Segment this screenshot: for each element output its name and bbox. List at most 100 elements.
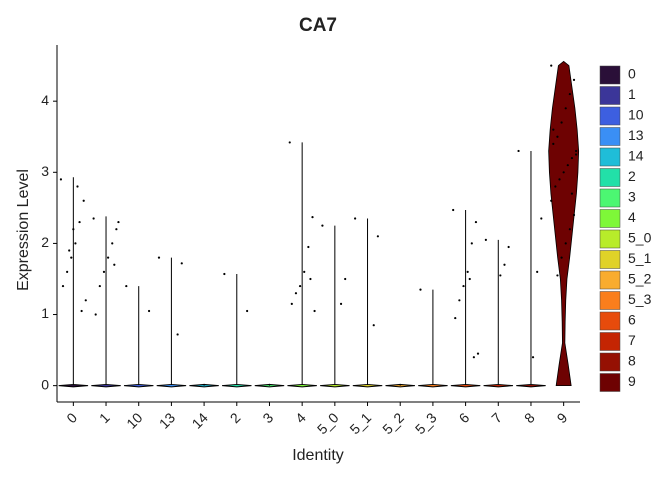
legend-key <box>599 332 621 351</box>
legend-label: 8 <box>628 353 636 369</box>
point <box>74 242 77 245</box>
point <box>372 324 375 327</box>
x-axis-label: Identity <box>292 447 344 464</box>
legend-label: 7 <box>628 332 636 348</box>
point <box>307 245 310 249</box>
point <box>72 228 75 231</box>
point <box>550 199 553 202</box>
x-tick-label: 7 <box>488 409 505 426</box>
point <box>570 156 574 160</box>
point <box>560 121 563 124</box>
point <box>176 333 179 336</box>
violin <box>189 383 219 388</box>
point <box>468 277 471 281</box>
violin <box>58 177 89 388</box>
point <box>574 149 578 153</box>
chart-title: CA7 <box>299 15 337 36</box>
violin <box>222 273 252 388</box>
point <box>339 302 343 305</box>
point <box>303 270 306 273</box>
point <box>80 309 83 313</box>
violin <box>123 286 154 388</box>
legend-label: 4 <box>628 209 636 225</box>
x-tick-label: 6 <box>456 409 473 426</box>
point <box>554 185 557 188</box>
point <box>294 292 298 295</box>
point <box>82 199 85 202</box>
x-tick-label: 13 <box>156 409 178 431</box>
x-tick-label: 1 <box>96 409 113 426</box>
point <box>223 272 226 276</box>
point <box>540 217 543 220</box>
legend-key <box>599 168 621 187</box>
legend-key <box>599 352 621 372</box>
point <box>562 171 565 174</box>
point <box>98 284 101 288</box>
legend-key <box>599 291 621 310</box>
legend-label: 1 <box>628 86 636 102</box>
point <box>102 270 106 273</box>
point <box>552 142 555 145</box>
legend-key <box>599 147 621 167</box>
point <box>452 208 455 212</box>
violin <box>91 216 121 388</box>
y-axis-label: Expression Level <box>15 169 32 291</box>
point <box>458 299 461 302</box>
point <box>321 224 324 227</box>
point <box>117 220 120 224</box>
point <box>517 149 520 153</box>
x-tick-label: 5_2 <box>379 409 407 437</box>
legend-key <box>599 229 621 249</box>
point <box>558 178 561 181</box>
violin <box>418 289 448 388</box>
violin <box>450 209 481 388</box>
point <box>313 309 316 313</box>
x-tick-label: 14 <box>189 409 211 431</box>
point <box>462 284 465 288</box>
violin <box>548 60 580 387</box>
point <box>180 262 183 265</box>
point <box>107 256 110 259</box>
point <box>147 309 151 313</box>
violin <box>385 383 415 388</box>
x-tick-label: 0 <box>63 409 80 426</box>
point <box>568 92 571 96</box>
point <box>298 284 302 288</box>
point <box>574 153 578 156</box>
legend-key <box>599 86 621 105</box>
point <box>111 242 114 245</box>
point <box>556 274 559 277</box>
point <box>564 242 567 245</box>
violin <box>254 383 285 388</box>
x-tick-label: 5_3 <box>412 409 440 437</box>
legend-key <box>599 127 621 146</box>
point <box>376 235 379 238</box>
legend-key <box>599 65 621 85</box>
violin <box>287 142 317 388</box>
legend-label: 3 <box>628 189 636 205</box>
legend-label: 5_2 <box>628 271 652 287</box>
point <box>66 270 69 273</box>
point <box>311 215 314 219</box>
legend-label: 0 <box>628 66 636 82</box>
point <box>288 141 291 144</box>
point <box>419 288 422 291</box>
point <box>113 263 116 266</box>
point <box>290 302 293 305</box>
point <box>564 107 567 110</box>
point <box>61 284 65 288</box>
point <box>536 270 539 273</box>
legend-label: 13 <box>628 127 644 143</box>
legend-label: 5_1 <box>628 250 652 266</box>
point <box>531 356 535 359</box>
point <box>76 185 79 188</box>
violin <box>156 257 187 388</box>
point <box>503 263 506 266</box>
point <box>125 284 128 288</box>
y-tick-label: 4 <box>41 92 49 108</box>
y-tick-label: 3 <box>41 163 49 179</box>
x-tick-label: 2 <box>227 409 244 426</box>
point <box>94 313 97 316</box>
point <box>566 164 569 167</box>
y-tick-label: 2 <box>41 234 49 250</box>
